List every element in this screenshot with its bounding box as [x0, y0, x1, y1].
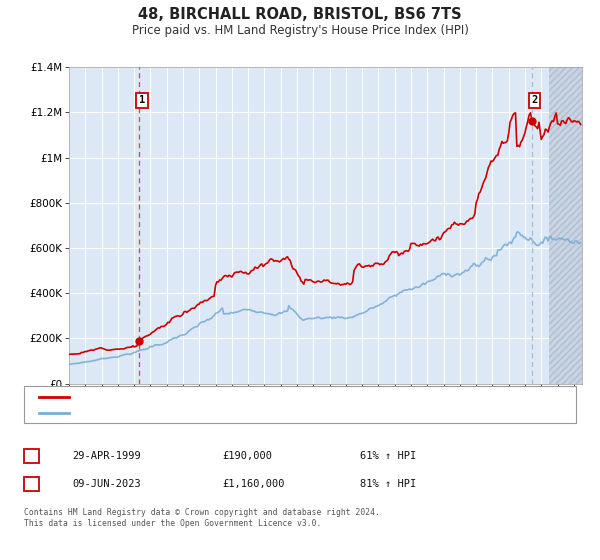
Text: Price paid vs. HM Land Registry's House Price Index (HPI): Price paid vs. HM Land Registry's House …	[131, 24, 469, 36]
Text: 1: 1	[139, 95, 145, 105]
Text: 48, BIRCHALL ROAD, BRISTOL, BS6 7TS (detached house): 48, BIRCHALL ROAD, BRISTOL, BS6 7TS (det…	[72, 391, 377, 402]
Text: HPI: Average price, detached house, City of Bristol: HPI: Average price, detached house, City…	[72, 408, 371, 418]
Text: 61% ↑ HPI: 61% ↑ HPI	[360, 451, 416, 461]
Text: 29-APR-1999: 29-APR-1999	[72, 451, 141, 461]
Text: 48, BIRCHALL ROAD, BRISTOL, BS6 7TS: 48, BIRCHALL ROAD, BRISTOL, BS6 7TS	[138, 7, 462, 22]
Text: 09-JUN-2023: 09-JUN-2023	[72, 479, 141, 489]
Text: 81% ↑ HPI: 81% ↑ HPI	[360, 479, 416, 489]
Text: 2: 2	[28, 479, 35, 489]
Text: 2: 2	[532, 95, 538, 105]
Text: Contains HM Land Registry data © Crown copyright and database right 2024.
This d: Contains HM Land Registry data © Crown c…	[24, 508, 380, 528]
Text: £1,160,000: £1,160,000	[222, 479, 284, 489]
Text: 1: 1	[28, 451, 35, 461]
Text: £190,000: £190,000	[222, 451, 272, 461]
